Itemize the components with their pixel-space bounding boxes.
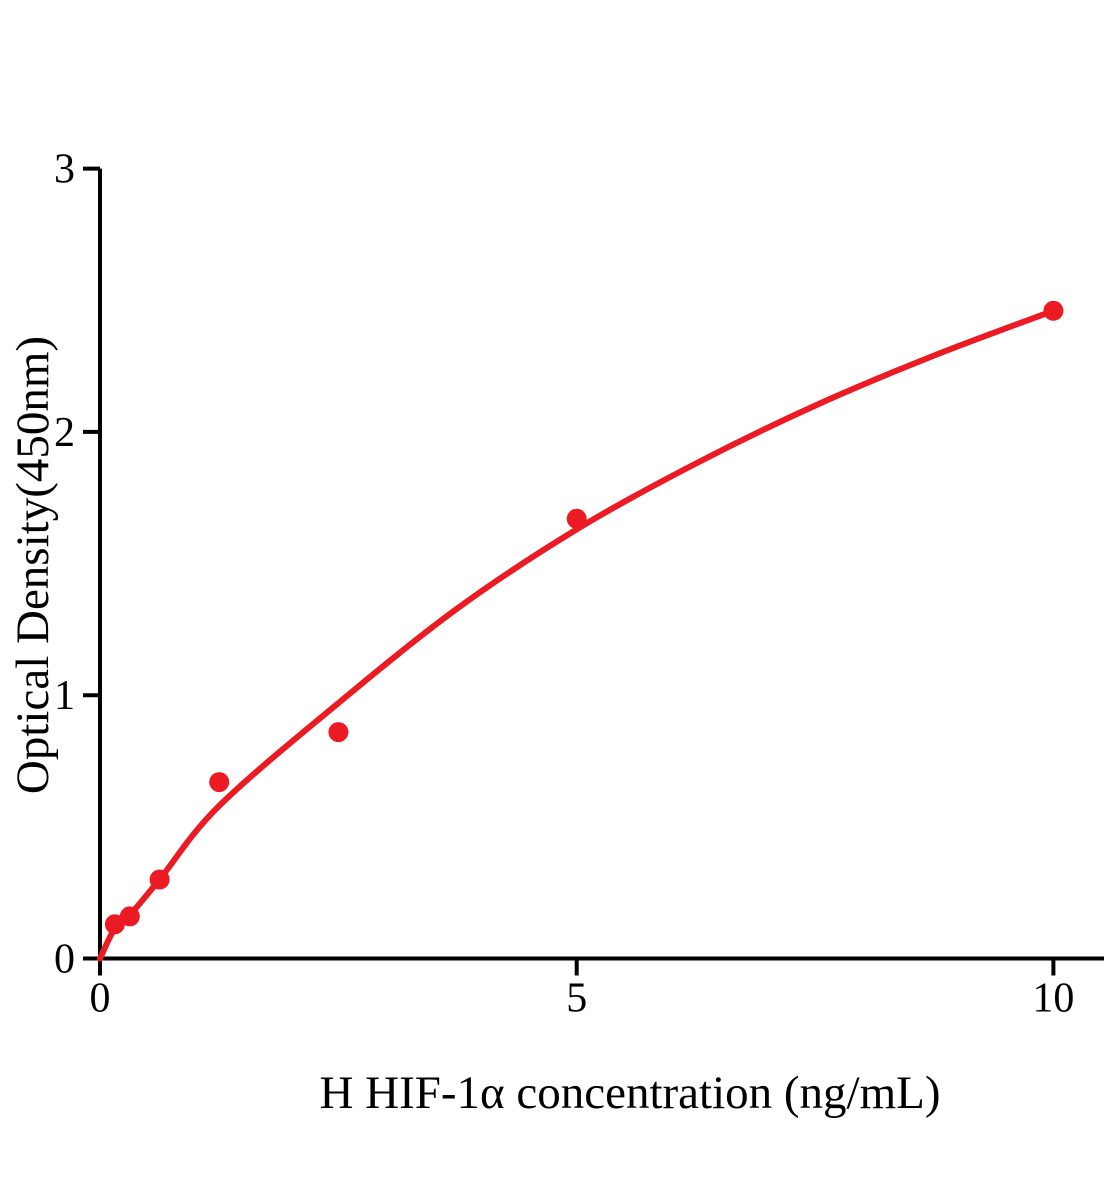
fitted-curve (97, 307, 1057, 962)
data-point (328, 722, 349, 743)
data-point (566, 508, 587, 529)
x-axis-title: H HIF-1α concentration (ng/mL) (319, 1067, 940, 1119)
y-tick-label: 3 (54, 147, 75, 193)
x-tick-label: 10 (1032, 976, 1074, 1022)
data-point (149, 869, 170, 890)
data-point (1043, 300, 1064, 321)
axis-tick-labels: 0 1 2 3 0 5 10 (54, 147, 1074, 1022)
x-tick-label: 0 (90, 976, 111, 1022)
data-point (104, 914, 125, 935)
plot-area (97, 300, 1064, 962)
axes (98, 168, 1104, 961)
axis-ticks (83, 166, 1056, 976)
x-tick-label: 5 (566, 976, 587, 1022)
data-point (119, 906, 140, 927)
y-tick-label: 0 (54, 937, 75, 983)
y-tick-label: 2 (54, 410, 75, 456)
data-point (209, 772, 230, 793)
y-axis-title: Optical Density(450nm) (7, 336, 59, 794)
y-tick-label: 1 (54, 673, 75, 719)
